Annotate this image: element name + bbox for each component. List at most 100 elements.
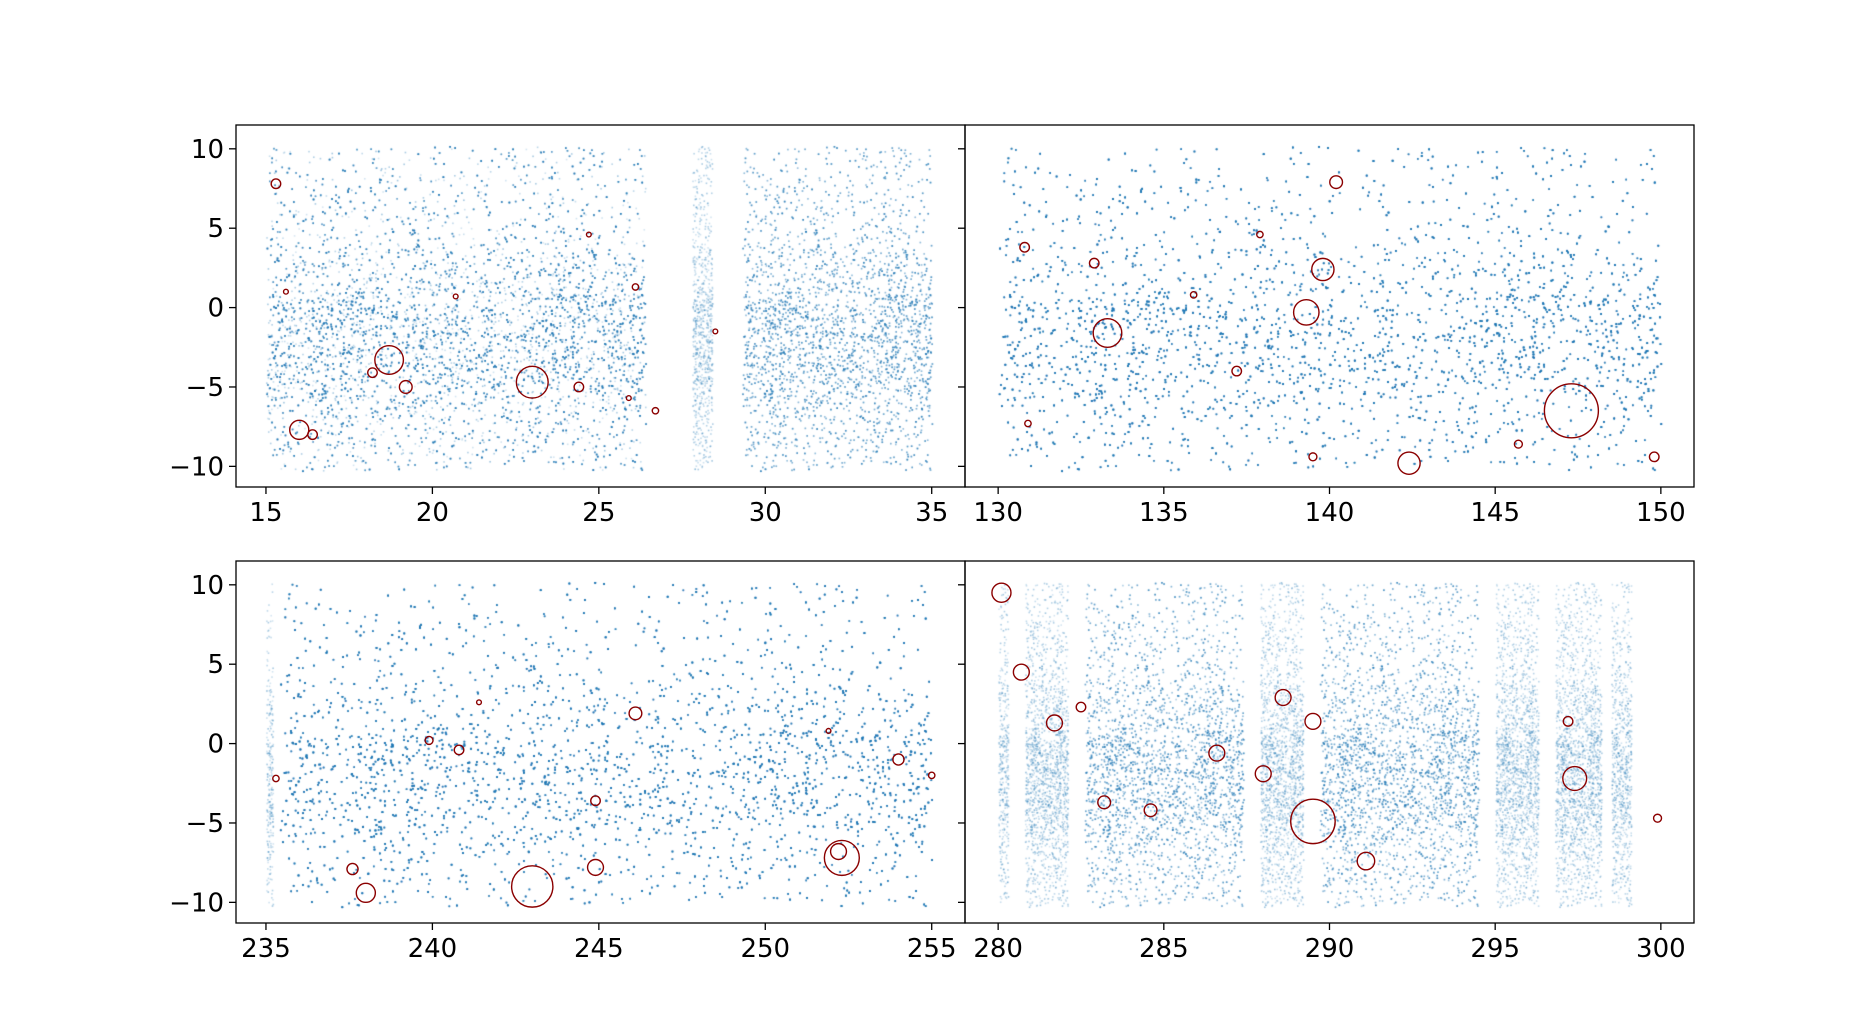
circle-marker-6 (1088, 257, 1100, 269)
circle-marker-0 (510, 865, 554, 908)
circle-marker-8 (1231, 365, 1243, 377)
circle-marker-11 (712, 328, 719, 335)
y-tick-label: 10 (191, 135, 224, 165)
circle-marker-13 (452, 293, 459, 300)
x-tick-label: 235 (241, 934, 291, 964)
circle-marker-14 (475, 699, 483, 706)
y-tick-label: −5 (186, 373, 224, 403)
circle-marker-4 (586, 858, 605, 877)
scatter-points (236, 561, 965, 923)
circle-markers (991, 582, 1663, 871)
x-tick-label: 295 (1470, 934, 1520, 964)
panel-top-right: 130 135 140 145 150 (958, 124, 1695, 528)
circle-marker-4 (1397, 451, 1421, 475)
x-tick-label: 35 (915, 498, 948, 528)
circle-marker-12 (282, 288, 290, 295)
circle-marker-6 (628, 706, 643, 721)
circle-marker-9 (585, 231, 592, 238)
x-tick-label: 25 (582, 498, 615, 528)
circle-marker-1 (1092, 318, 1123, 348)
x-tick-label: 20 (416, 498, 449, 528)
circle-marker-3 (1311, 257, 1335, 282)
panel-bottom-right: 280 285 290 295 300 (958, 560, 1695, 964)
x-tick-label: 15 (249, 498, 282, 528)
circle-marker-3 (355, 882, 377, 904)
x-tick-label: 30 (749, 498, 782, 528)
circle-marker-6 (1562, 765, 1588, 792)
circle-marker-4 (307, 429, 319, 441)
circle-marker-2 (1292, 298, 1320, 326)
circle-marker-13 (825, 727, 832, 734)
circle-marker-13 (1256, 230, 1264, 239)
circle-marker-11 (1648, 451, 1660, 463)
circle-marker-14 (625, 395, 632, 402)
circle-marker-8 (631, 283, 640, 291)
circle-marker-8 (453, 744, 465, 756)
x-tick-label: 285 (1139, 934, 1189, 964)
x-tick-label: 280 (973, 934, 1023, 964)
x-tick-label: 255 (907, 934, 957, 964)
x-tick-label: 135 (1139, 498, 1189, 528)
circle-marker-7 (1019, 241, 1031, 253)
circle-marker-7 (1254, 765, 1272, 783)
panel-top-left: 15 20 25 30 35 10 5 0 −5 −10 (169, 124, 966, 528)
circle-marker-6 (367, 367, 378, 379)
circle-marker-3 (289, 419, 310, 441)
circle-marker-11 (1097, 795, 1112, 810)
circle-marker-10 (651, 406, 660, 415)
x-tick-label: 150 (1636, 498, 1686, 528)
circle-marker-7 (573, 381, 585, 393)
circle-marker-0 (1290, 798, 1336, 845)
circle-marker-5 (398, 379, 413, 395)
circle-marker-5 (1304, 712, 1322, 730)
x-tick-label: 140 (1305, 498, 1355, 528)
panel-bottom-left: 235 240 245 250 255 10 5 0 −5 −10 (169, 560, 966, 964)
circle-marker-8 (1208, 744, 1226, 762)
circle-marker-3 (1045, 714, 1064, 732)
circle-marker-5 (1329, 175, 1344, 190)
circle-markers (270, 178, 719, 441)
scatter-points (965, 125, 1694, 487)
circle-marker-1 (991, 582, 1012, 603)
scatter-points (965, 561, 1694, 923)
x-tick-label: 250 (740, 934, 790, 964)
circle-marker-9 (424, 735, 434, 746)
circle-marker-2 (829, 842, 848, 861)
circle-marker-1 (823, 839, 861, 877)
circle-marker-9 (1356, 851, 1376, 871)
y-tick-label: −5 (186, 809, 224, 839)
x-tick-label: 245 (574, 934, 624, 964)
circle-marker-2 (515, 365, 549, 399)
circle-marker-10 (1143, 803, 1158, 818)
x-tick-label: 300 (1636, 934, 1686, 964)
x-tick-label: 290 (1305, 934, 1355, 964)
x-tick-label: 145 (1470, 498, 1520, 528)
x-tick-label: 240 (408, 934, 458, 964)
circle-marker-0 (1543, 383, 1600, 439)
circle-markers (272, 699, 936, 908)
circle-marker-1 (374, 344, 405, 375)
circle-marker-5 (346, 862, 359, 876)
y-tick-label: 5 (207, 650, 224, 680)
y-tick-label: 5 (207, 214, 224, 244)
y-tick-label: −10 (169, 888, 224, 918)
circle-marker-9 (1189, 291, 1198, 299)
circle-marker-10 (1308, 452, 1318, 462)
circle-marker-0 (270, 178, 282, 190)
y-tick-label: −10 (169, 452, 224, 482)
circle-marker-7 (892, 753, 905, 766)
circle-marker-12 (1562, 715, 1574, 727)
circle-marker-2 (1012, 663, 1030, 681)
circle-marker-12 (1513, 439, 1524, 449)
y-tick-label: 0 (207, 730, 224, 760)
y-tick-label: 10 (191, 571, 224, 601)
scatter-points (236, 125, 965, 487)
circle-markers (1019, 175, 1660, 475)
circle-marker-10 (590, 795, 601, 807)
circle-marker-12 (272, 774, 280, 783)
x-tick-label: 130 (973, 498, 1023, 528)
circle-marker-4 (1274, 688, 1292, 707)
circle-marker-11 (927, 771, 936, 780)
circle-marker-14 (1024, 419, 1032, 428)
